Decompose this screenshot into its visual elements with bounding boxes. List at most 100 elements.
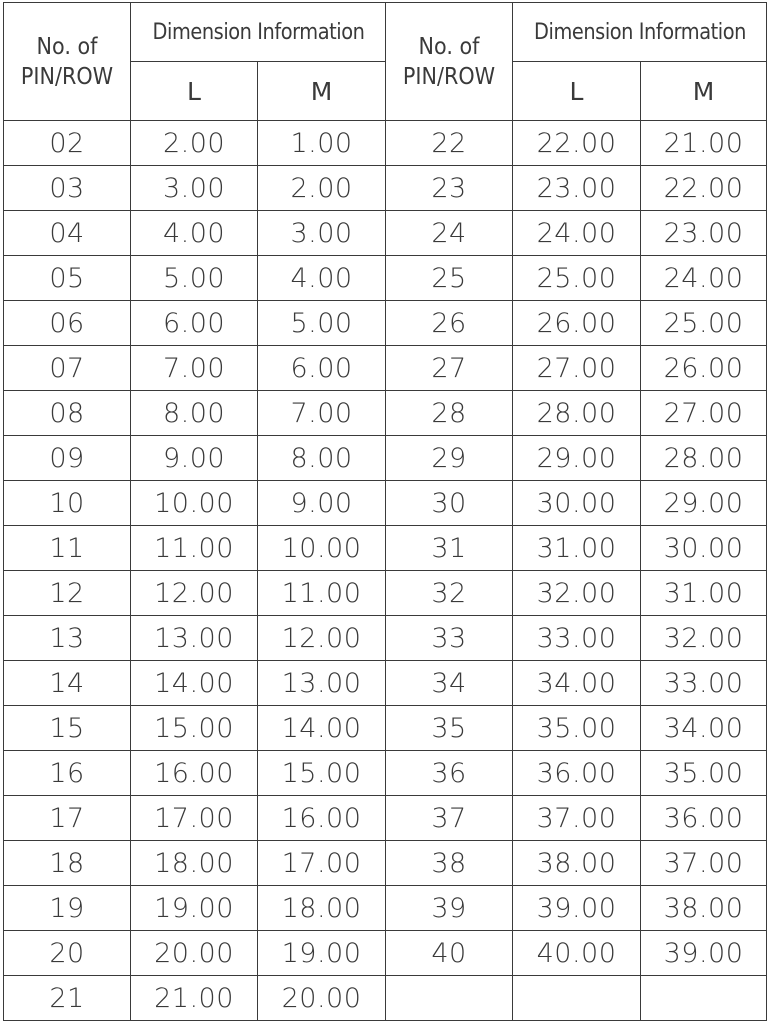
left-pin-count-cell: 14 (3, 660, 131, 706)
right-pin-count-cell: 29 (385, 435, 513, 481)
right-pin-count-cell: 23 (385, 165, 513, 211)
left-pin-count-cell: 18 (3, 840, 131, 886)
left-dim-l-cell: 11.00 (130, 525, 258, 571)
right-dim-l-cell: 22.00 (512, 120, 641, 166)
left-dim-l-cell: 13.00 (130, 615, 258, 661)
left-dim-m-cell: 7.00 (257, 390, 386, 436)
left-dim-m-cell: 17.00 (257, 840, 386, 886)
col-m-header-left: M (257, 61, 386, 121)
left-dim-l-cell: 10.00 (130, 480, 258, 526)
left-dim-l-cell: 18.00 (130, 840, 258, 886)
left-pin-count-cell: 15 (3, 705, 131, 751)
left-pin-count-cell: 09 (3, 435, 131, 481)
right-pin-count-cell: 33 (385, 615, 513, 661)
left-dim-l-cell: 12.00 (130, 570, 258, 616)
right-pin-count-cell: 25 (385, 255, 513, 301)
right-dim-l-cell (512, 975, 641, 1021)
left-dim-m-cell: 12.00 (257, 615, 386, 661)
table-row: 04 4.00 3.00 24 24.00 23.00 (3, 210, 767, 256)
right-dim-l-cell: 29.00 (512, 435, 641, 481)
right-dim-m-cell (640, 975, 767, 1021)
left-pin-count-cell: 06 (3, 300, 131, 346)
right-pin-count-cell: 36 (385, 750, 513, 796)
right-dim-m-cell: 23.00 (640, 210, 767, 256)
table-row: 11 11.00 10.00 31 31.00 30.00 (3, 525, 767, 571)
left-dim-m-cell: 8.00 (257, 435, 386, 481)
left-pin-count-cell: 16 (3, 750, 131, 796)
left-pin-count-cell: 20 (3, 930, 131, 976)
table-row: 18 18.00 17.00 38 38.00 37.00 (3, 840, 767, 886)
right-dim-l-cell: 34.00 (512, 660, 641, 706)
left-pin-count-cell: 13 (3, 615, 131, 661)
table-row: 05 5.00 4.00 25 25.00 24.00 (3, 255, 767, 301)
left-dim-l-cell: 14.00 (130, 660, 258, 706)
table-row: 17 17.00 16.00 37 37.00 36.00 (3, 795, 767, 841)
right-pin-count-cell: 40 (385, 930, 513, 976)
header-line-2: PIN/ROW (402, 63, 496, 90)
right-dim-m-cell: 31.00 (640, 570, 767, 616)
left-dim-m-cell: 19.00 (257, 930, 386, 976)
left-dim-m-cell: 20.00 (257, 975, 386, 1021)
right-dim-m-cell: 35.00 (640, 750, 767, 796)
table-row: 10 10.00 9.00 30 30.00 29.00 (3, 480, 767, 526)
right-dim-m-cell: 37.00 (640, 840, 767, 886)
right-dim-l-cell: 37.00 (512, 795, 641, 841)
pin-dimension-table: No. of PIN/ROW Dimension Information No.… (3, 2, 767, 1021)
right-dim-m-cell: 32.00 (640, 615, 767, 661)
right-dim-m-cell: 30.00 (640, 525, 767, 571)
right-dim-m-cell: 27.00 (640, 390, 767, 436)
left-dim-l-cell: 5.00 (130, 255, 258, 301)
left-dim-l-cell: 16.00 (130, 750, 258, 796)
table-row: 15 15.00 14.00 35 35.00 34.00 (3, 705, 767, 751)
left-dim-m-cell: 11.00 (257, 570, 386, 616)
right-dim-l-cell: 30.00 (512, 480, 641, 526)
left-pin-count-cell: 05 (3, 255, 131, 301)
right-pin-count-cell: 39 (385, 885, 513, 931)
left-pin-count-cell: 11 (3, 525, 131, 571)
left-dim-m-cell: 6.00 (257, 345, 386, 391)
table-row: 03 3.00 2.00 23 23.00 22.00 (3, 165, 767, 211)
right-pin-count-cell: 31 (385, 525, 513, 571)
right-dim-l-cell: 36.00 (512, 750, 641, 796)
table-row: 19 19.00 18.00 39 39.00 38.00 (3, 885, 767, 931)
left-dim-l-cell: 2.00 (130, 120, 258, 166)
left-dim-l-cell: 21.00 (130, 975, 258, 1021)
table-row: 07 7.00 6.00 27 27.00 26.00 (3, 345, 767, 391)
right-pin-count-cell: 26 (385, 300, 513, 346)
right-pin-count-cell: 38 (385, 840, 513, 886)
left-pin-count-cell: 02 (3, 120, 131, 166)
header-line-2: PIN/ROW (20, 63, 114, 90)
right-pin-count-cell: 30 (385, 480, 513, 526)
left-pin-count-cell: 03 (3, 165, 131, 211)
table-row: 21 21.00 20.00 (3, 975, 767, 1021)
header-line-1: No. of (36, 33, 98, 60)
right-dim-m-cell: 36.00 (640, 795, 767, 841)
right-dim-l-cell: 32.00 (512, 570, 641, 616)
left-dim-l-cell: 20.00 (130, 930, 258, 976)
right-pin-count-cell (385, 975, 513, 1021)
left-dim-m-cell: 14.00 (257, 705, 386, 751)
right-dim-l-cell: 33.00 (512, 615, 641, 661)
right-dim-m-cell: 34.00 (640, 705, 767, 751)
left-dim-l-cell: 4.00 (130, 210, 258, 256)
table-row: 08 8.00 7.00 28 28.00 27.00 (3, 390, 767, 436)
table-row: 09 9.00 8.00 29 29.00 28.00 (3, 435, 767, 481)
right-pin-count-cell: 35 (385, 705, 513, 751)
left-pin-count-cell: 08 (3, 390, 131, 436)
col-l-header-left: L (130, 61, 258, 121)
right-dim-l-cell: 40.00 (512, 930, 641, 976)
table-row: 13 13.00 12.00 33 33.00 32.00 (3, 615, 767, 661)
left-pin-count-cell: 12 (3, 570, 131, 616)
right-dim-l-cell: 35.00 (512, 705, 641, 751)
left-dim-l-cell: 15.00 (130, 705, 258, 751)
right-dim-l-cell: 31.00 (512, 525, 641, 571)
left-dim-m-cell: 3.00 (257, 210, 386, 256)
left-dim-l-cell: 17.00 (130, 795, 258, 841)
right-pin-count-cell: 22 (385, 120, 513, 166)
right-dim-m-cell: 39.00 (640, 930, 767, 976)
right-dim-m-cell: 25.00 (640, 300, 767, 346)
right-dim-m-cell: 38.00 (640, 885, 767, 931)
right-pin-count-cell: 27 (385, 345, 513, 391)
right-dim-m-cell: 29.00 (640, 480, 767, 526)
right-dim-m-cell: 22.00 (640, 165, 767, 211)
